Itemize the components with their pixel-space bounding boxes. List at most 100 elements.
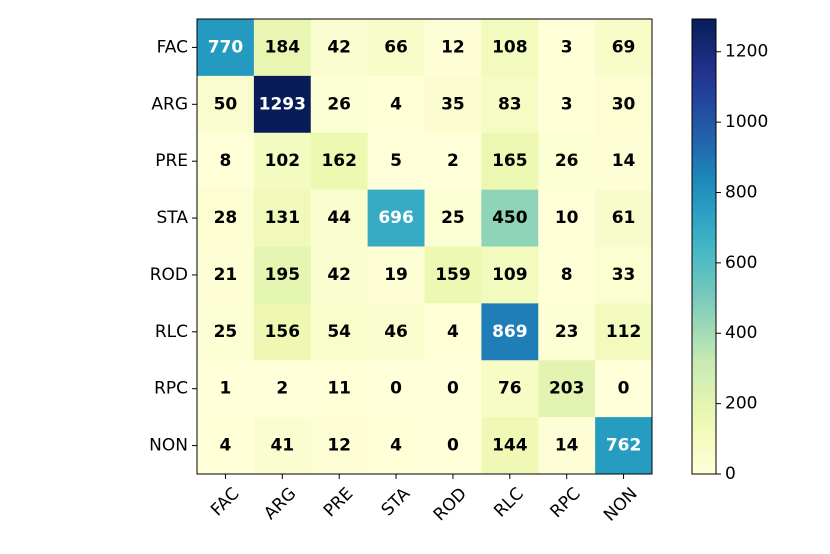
cell-value-rpc-non: 0 (618, 379, 630, 399)
x-tick-label-non: NON (600, 484, 642, 526)
cell-value-sta-sta: 696 (378, 208, 414, 228)
cell-value-pre-rlc: 165 (492, 151, 528, 171)
x-tick-label-fac: FAC (207, 484, 243, 520)
cell-value-rod-sta: 19 (384, 265, 408, 285)
cell-value-rod-pre: 42 (327, 265, 351, 285)
cell-value-non-rod: 0 (447, 436, 459, 456)
cell-value-arg-rpc: 3 (561, 94, 573, 114)
heatmap-cell-sta-arg (253, 189, 312, 247)
y-tick-label-rpc: RPC (154, 379, 188, 399)
cell-value-fac-arg: 184 (265, 37, 301, 57)
heatmap-cell-rpc-rod (424, 360, 482, 418)
colorbar-tick-label-200: 200 (725, 394, 757, 414)
y-axis-ticks: FAC ARG PRE STA ROD RLC RPC NON (149, 37, 197, 456)
cell-value-rpc-pre: 11 (327, 379, 351, 399)
heatmap-cells (197, 19, 653, 475)
cell-value-arg-pre: 26 (327, 94, 351, 114)
heatmap-cell-rpc-rlc (481, 360, 539, 418)
heatmap-cell-rod-rpc (538, 246, 596, 304)
heatmap-cell-rod-arg (253, 246, 312, 304)
cell-value-arg-sta: 4 (390, 94, 402, 114)
cell-value-rod-rpc: 8 (561, 265, 573, 285)
heatmap-cell-arg-rpc (538, 75, 596, 134)
cell-value-fac-rpc: 3 (561, 37, 573, 57)
heatmap-cell-pre-pre (310, 132, 369, 191)
cell-value-rod-rod: 159 (435, 265, 471, 285)
cell-value-non-arg: 41 (270, 436, 294, 456)
heatmap-cell-non-arg (253, 417, 312, 475)
cell-value-arg-rod: 35 (441, 94, 465, 114)
heatmap-cell-rlc-arg (253, 303, 312, 361)
cell-value-rpc-rpc: 203 (549, 379, 585, 399)
heatmap-cell-arg-pre (310, 75, 369, 134)
cell-value-sta-fac: 28 (214, 208, 238, 228)
y-tick-label-rod: ROD (150, 265, 188, 285)
x-tick-label-rlc: RLC (490, 484, 528, 522)
cell-value-rpc-rlc: 76 (498, 379, 522, 399)
heatmap-cell-rpc-rpc (538, 360, 596, 418)
heatmap-cell-pre-non (595, 132, 653, 191)
cell-value-rlc-fac: 25 (214, 322, 238, 342)
heatmap-cell-arg-rod (424, 75, 482, 134)
cell-value-non-rlc: 144 (492, 436, 528, 456)
heatmap-cell-rpc-fac (197, 360, 255, 418)
heatmap-cell-rlc-rod (424, 303, 482, 361)
heatmap-cell-fac-arg (253, 19, 312, 77)
cell-value-rlc-rlc: 869 (492, 322, 528, 342)
heatmap-cell-non-sta (367, 417, 425, 475)
y-tick-label-arg: ARG (151, 94, 188, 114)
heatmap-cell-fac-non (595, 19, 653, 77)
x-tick-label-pre: PRE (320, 484, 357, 521)
heatmap-cell-rlc-sta (367, 303, 425, 361)
heatmap-cell-fac-rlc (481, 19, 539, 77)
cell-value-rlc-pre: 54 (327, 322, 351, 342)
cell-value-pre-pre: 162 (321, 151, 357, 171)
heatmap-cell-rod-rod (424, 246, 482, 304)
heatmap-cell-rlc-fac (197, 303, 255, 361)
heatmap-cell-rlc-non (595, 303, 653, 361)
heatmap-cell-fac-sta (367, 19, 425, 77)
cell-value-fac-pre: 42 (327, 37, 351, 57)
cell-value-sta-rod: 25 (441, 208, 465, 228)
colorbar-tick-label-1200: 1200 (725, 42, 768, 62)
cell-value-rlc-rpc: 23 (555, 322, 579, 342)
cell-value-pre-rpc: 26 (555, 151, 579, 171)
cell-value-pre-non: 14 (612, 151, 636, 171)
colorbar-ticks: 0 200 400 600 800 1000 1200 (716, 42, 768, 484)
heatmap-cell-rlc-pre (310, 303, 369, 361)
cell-value-arg-fac: 50 (214, 94, 238, 114)
cell-value-rpc-arg: 2 (276, 379, 288, 399)
heatmap-cell-arg-rlc (481, 75, 539, 134)
heatmap-cell-rod-rlc (481, 246, 539, 304)
cell-value-pre-sta: 5 (390, 151, 402, 171)
cell-value-non-rpc: 14 (555, 436, 579, 456)
x-tick-label-sta: STA (378, 484, 415, 521)
colorbar-tick-label-1000: 1000 (725, 112, 768, 132)
heatmap-cell-arg-non (595, 75, 653, 134)
heatmap-cell-rod-fac (197, 246, 255, 304)
heatmap-cell-sta-non (595, 189, 653, 247)
cell-value-arg-arg: 1293 (259, 94, 306, 114)
cell-value-fac-non: 69 (612, 37, 636, 57)
cell-value-pre-fac: 8 (220, 151, 232, 171)
heatmap-cell-non-non (595, 417, 653, 475)
cell-value-pre-arg: 102 (265, 151, 301, 171)
cell-value-rlc-arg: 156 (265, 322, 301, 342)
heatmap-cell-rod-pre (310, 246, 369, 304)
heatmap-cell-sta-rlc (481, 189, 539, 247)
cell-value-sta-arg: 131 (265, 208, 301, 228)
cell-value-sta-pre: 44 (327, 208, 351, 228)
cell-value-rod-arg: 195 (265, 265, 301, 285)
heatmap-cell-sta-rpc (538, 189, 596, 247)
x-tick-label-rpc: RPC (547, 484, 585, 522)
heatmap-cell-pre-sta (367, 132, 425, 191)
y-tick-label-fac: FAC (157, 37, 188, 57)
heatmap-cell-rpc-non (595, 360, 653, 418)
cell-value-non-non: 762 (606, 436, 642, 456)
x-tick-label-rod: ROD (430, 484, 471, 525)
heatmap-cell-non-rod (424, 417, 482, 475)
heatmap-cell-pre-rod (424, 132, 482, 191)
colorbar-tick-label-0: 0 (725, 464, 736, 484)
